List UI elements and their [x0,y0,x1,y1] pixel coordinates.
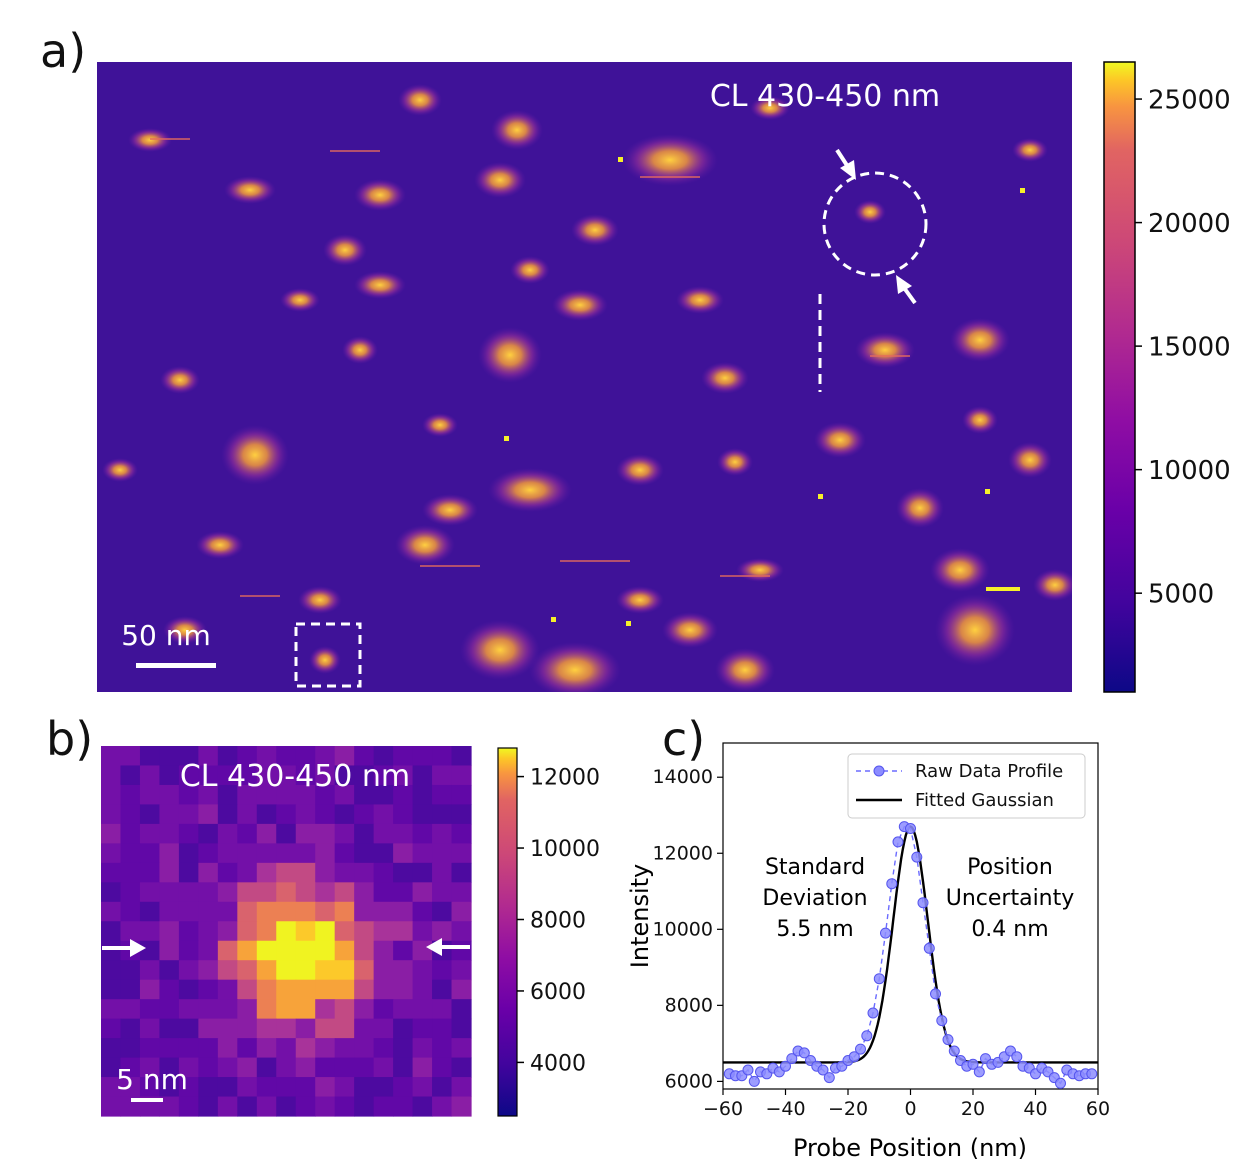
scale-bar-a [136,663,216,668]
colorbar-a-tick-label: 10000 [1148,456,1231,486]
x-axis-label: Probe Position (nm) [793,1134,1027,1162]
x-tick-label: 60 [1086,1098,1110,1120]
x-tick-label: 20 [961,1098,985,1120]
colorbar-b-tick-label: 6000 [530,980,586,1005]
raw-data-point [861,1030,873,1042]
raw-data-points [723,821,1098,1089]
raw-data-point [948,1045,960,1057]
x-tick-label: −20 [828,1098,868,1120]
colorbar-b-tick-label: 4000 [530,1051,586,1076]
colorbar-a [1103,61,1136,693]
y-tick-label: 12000 [653,842,713,864]
raw-data-point [780,1060,791,1072]
circle-marker [822,171,928,277]
raw-data-point [1011,1051,1023,1063]
map-a-title: CL 430-450 nm [710,79,940,114]
colorbar-b [497,747,518,1117]
y-axis-label: Intensity [626,864,654,968]
arrow-icon [102,939,146,957]
legend-fit-label: Fitted Gaussian [915,790,1054,811]
raw-data-point [942,1034,954,1046]
legend-raw-label: Raw Data Profile [915,761,1063,782]
scale-bar-b [131,1098,163,1102]
colorbar-b-tick-label: 8000 [530,908,586,933]
y-tick-label: 10000 [653,918,713,940]
arrow-icon [835,148,856,180]
legend-raw-marker [873,765,885,777]
map-b-pixel-grid [101,746,472,1117]
colorbar-a-tick-label: 25000 [1148,85,1231,115]
y-tick-label: 8000 [665,994,713,1016]
raw-data-point [1055,1077,1066,1089]
panel-label-b: b) [46,712,94,766]
raw-data-point [848,1051,860,1063]
raw-data-point [923,942,935,954]
annotation-unc-value: 0.4 nm [971,917,1048,942]
y-tick-label: 6000 [665,1070,713,1092]
raw-data-point [892,836,904,848]
raw-data-point [1086,1068,1098,1080]
raw-data-point [911,851,923,863]
annotation-std-line1: Standard [765,855,865,880]
raw-data-point [742,1064,754,1076]
annotation-unc-line2: Uncertainty [946,886,1075,911]
raw-data-point [817,1064,829,1076]
map-b-title: CL 430-450 nm [180,759,410,794]
y-tick-label: 14000 [653,766,713,788]
x-tick-label: 40 [1023,1098,1047,1120]
raw-data-point [967,1058,979,1070]
raw-data-point [973,1066,985,1078]
x-tick-label: 0 [904,1098,916,1120]
raw-data-point [880,927,891,939]
scale-bar-b-label: 5 nm [116,1063,188,1096]
colorbar-a-tick-label: 5000 [1148,580,1214,610]
colorbar-b-tick-label: 10000 [530,837,600,862]
raw-data-point [886,878,898,890]
raw-data-point [786,1053,798,1065]
annotation-std-value: 5.5 nm [776,917,853,942]
scale-bar-a-label: 50 nm [121,619,211,652]
annotation-unc-line1: Position [967,855,1053,880]
colorbar-b-tick-label: 12000 [530,766,600,791]
colorbar-a-tick-label: 15000 [1148,332,1231,362]
raw-data-point [936,1015,948,1027]
colorbar-a-tick-label: 20000 [1148,209,1231,239]
x-tick-label: −40 [765,1098,805,1120]
raw-data-point [930,988,941,1000]
raw-data-point [873,973,885,985]
dashed-box-marker [294,622,362,688]
panel-label-c: c) [662,712,706,766]
panel-label-a: a) [40,24,87,78]
raw-data-point [798,1047,810,1059]
raw-data-point [905,823,916,834]
raw-data-point [823,1072,835,1084]
x-tick-label: −60 [703,1098,743,1120]
raw-data-point [867,1007,879,1019]
legend: Raw Data Profile Fitted Gaussian [847,753,1086,819]
arrow-icon [426,938,470,956]
map-a-emission-spots [102,84,1072,692]
raw-data-point [917,897,929,909]
map-a-background [97,62,1072,692]
annotation-std-line2: Deviation [762,886,867,911]
raw-data-point [748,1075,760,1087]
raw-data-point [855,1043,866,1055]
arrow-icon [896,275,917,305]
